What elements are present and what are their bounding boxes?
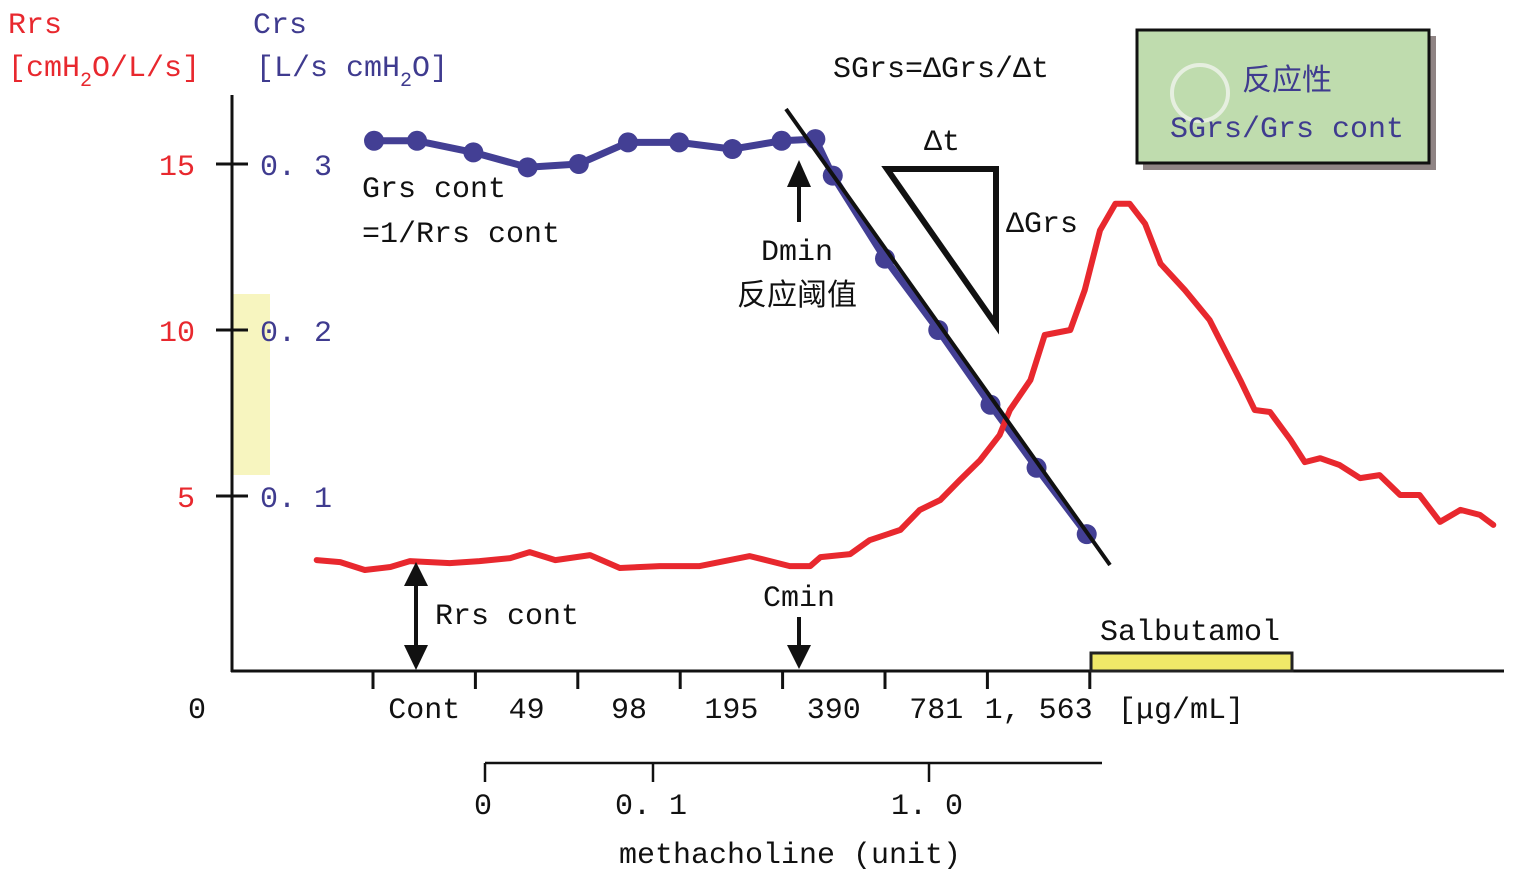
x-tick-label: 1, 563 — [985, 694, 1093, 728]
grs-point — [617, 132, 638, 153]
dmin-cn-label: 反应阈值 — [737, 279, 857, 315]
origin-label: 0 — [188, 694, 206, 728]
rrs-cont-label: Rrs cont — [435, 600, 579, 634]
salbutamol-label: Salbutamol — [1100, 616, 1280, 650]
x-tick-label: 98 — [611, 694, 647, 728]
grs-cont-label: Grs cont — [362, 173, 506, 207]
x-tick-label: 49 — [509, 694, 545, 728]
rrs-axis-unit: [cmH2O/L/s] — [8, 52, 200, 93]
crs-axis-title: Crs — [253, 9, 307, 43]
grs-line — [370, 135, 1091, 538]
grs-point — [722, 139, 743, 160]
rrs-line — [313, 200, 1497, 573]
rrs-cont-arrow-head-up — [404, 562, 428, 586]
slope-triangle — [881, 166, 999, 335]
delta-grs-label: ΔGrs — [1006, 208, 1078, 242]
dmin-arrow-head — [787, 160, 811, 187]
rrs-tick-label: 10 — [159, 317, 195, 351]
crs-tick-label: 0. 3 — [260, 151, 332, 185]
methacholine-label: methacholine (unit) — [619, 839, 961, 873]
slope-line — [784, 107, 1112, 567]
formula-label: SGrs=ΔGrs/Δt — [833, 53, 1049, 87]
highlight-band — [233, 294, 270, 475]
x-tick-label: 781 — [909, 694, 963, 728]
delta-t-label: Δt — [924, 126, 960, 160]
watermark-seal-icon — [1170, 63, 1230, 123]
salbutamol-bar — [1089, 651, 1294, 673]
rrs-tick-label: 5 — [177, 483, 195, 517]
grs-point — [364, 130, 385, 151]
rrs-cont-arrow-head-down — [404, 645, 428, 670]
rrs-tick-label: 15 — [159, 151, 195, 185]
x-tick-label: Cont — [388, 694, 460, 728]
grs-point — [928, 320, 949, 340]
grs-point — [463, 142, 484, 163]
x-tick-label: 390 — [807, 694, 861, 728]
crs-tick-label: 0. 2 — [260, 317, 332, 351]
grs-point — [1026, 457, 1047, 478]
methacholine-tick-label: 0 — [474, 790, 492, 824]
methacholine-tick-label: 1. 0 — [891, 790, 963, 824]
grs-point — [517, 157, 538, 178]
grs-point — [771, 130, 792, 151]
x-tick-label: 195 — [704, 694, 758, 728]
cmin-arrow-head — [787, 645, 811, 669]
reactivity-box — [1135, 28, 1431, 165]
x-unit-label: [μg/mL] — [1118, 694, 1244, 728]
grs-point — [407, 130, 428, 151]
methacholine-tick-label: 0. 1 — [615, 790, 687, 824]
grs-point — [669, 132, 690, 153]
grs-cont-formula: =1/Rrs cont — [362, 218, 560, 252]
dmin-label: Dmin — [761, 236, 833, 270]
grs-point — [980, 394, 1001, 415]
cmin-label: Cmin — [763, 582, 835, 616]
grs-point — [568, 154, 589, 174]
crs-axis-unit: [L/s cmH2O] — [256, 52, 448, 93]
crs-tick-label: 0. 1 — [260, 483, 332, 517]
reactivity-box-title: 反应性 — [1242, 64, 1332, 100]
reactivity-box-subtitle: SGrs/Grs cont — [1170, 113, 1404, 147]
rrs-axis-title: Rrs — [8, 9, 62, 43]
